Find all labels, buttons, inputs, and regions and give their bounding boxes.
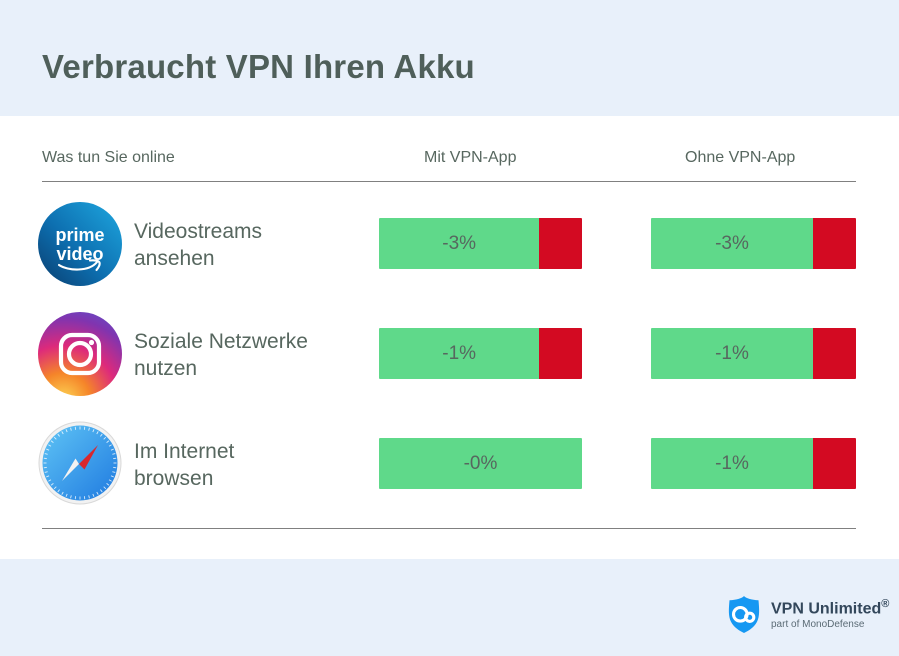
svg-text:prime: prime [55,225,104,245]
